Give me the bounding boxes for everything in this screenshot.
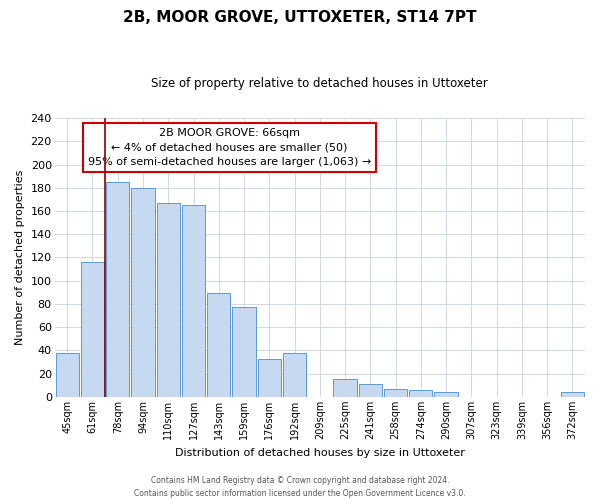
Bar — [232, 308, 256, 397]
Bar — [106, 182, 130, 397]
X-axis label: Distribution of detached houses by size in Uttoxeter: Distribution of detached houses by size … — [175, 448, 465, 458]
Bar — [182, 205, 205, 397]
Bar — [561, 392, 584, 397]
Bar — [81, 262, 104, 397]
Bar — [207, 294, 230, 397]
Bar — [131, 188, 155, 397]
Bar — [257, 358, 281, 397]
Bar — [283, 352, 306, 397]
Bar — [359, 384, 382, 397]
Bar — [157, 203, 180, 397]
Y-axis label: Number of detached properties: Number of detached properties — [15, 170, 25, 345]
Text: Contains HM Land Registry data © Crown copyright and database right 2024.
Contai: Contains HM Land Registry data © Crown c… — [134, 476, 466, 498]
Bar — [409, 390, 433, 397]
Text: 2B MOOR GROVE: 66sqm
← 4% of detached houses are smaller (50)
95% of semi-detach: 2B MOOR GROVE: 66sqm ← 4% of detached ho… — [88, 128, 371, 168]
Title: Size of property relative to detached houses in Uttoxeter: Size of property relative to detached ho… — [151, 78, 488, 90]
Bar — [56, 352, 79, 397]
Bar — [334, 380, 356, 397]
Bar — [434, 392, 458, 397]
Text: 2B, MOOR GROVE, UTTOXETER, ST14 7PT: 2B, MOOR GROVE, UTTOXETER, ST14 7PT — [123, 10, 477, 25]
Bar — [384, 389, 407, 397]
